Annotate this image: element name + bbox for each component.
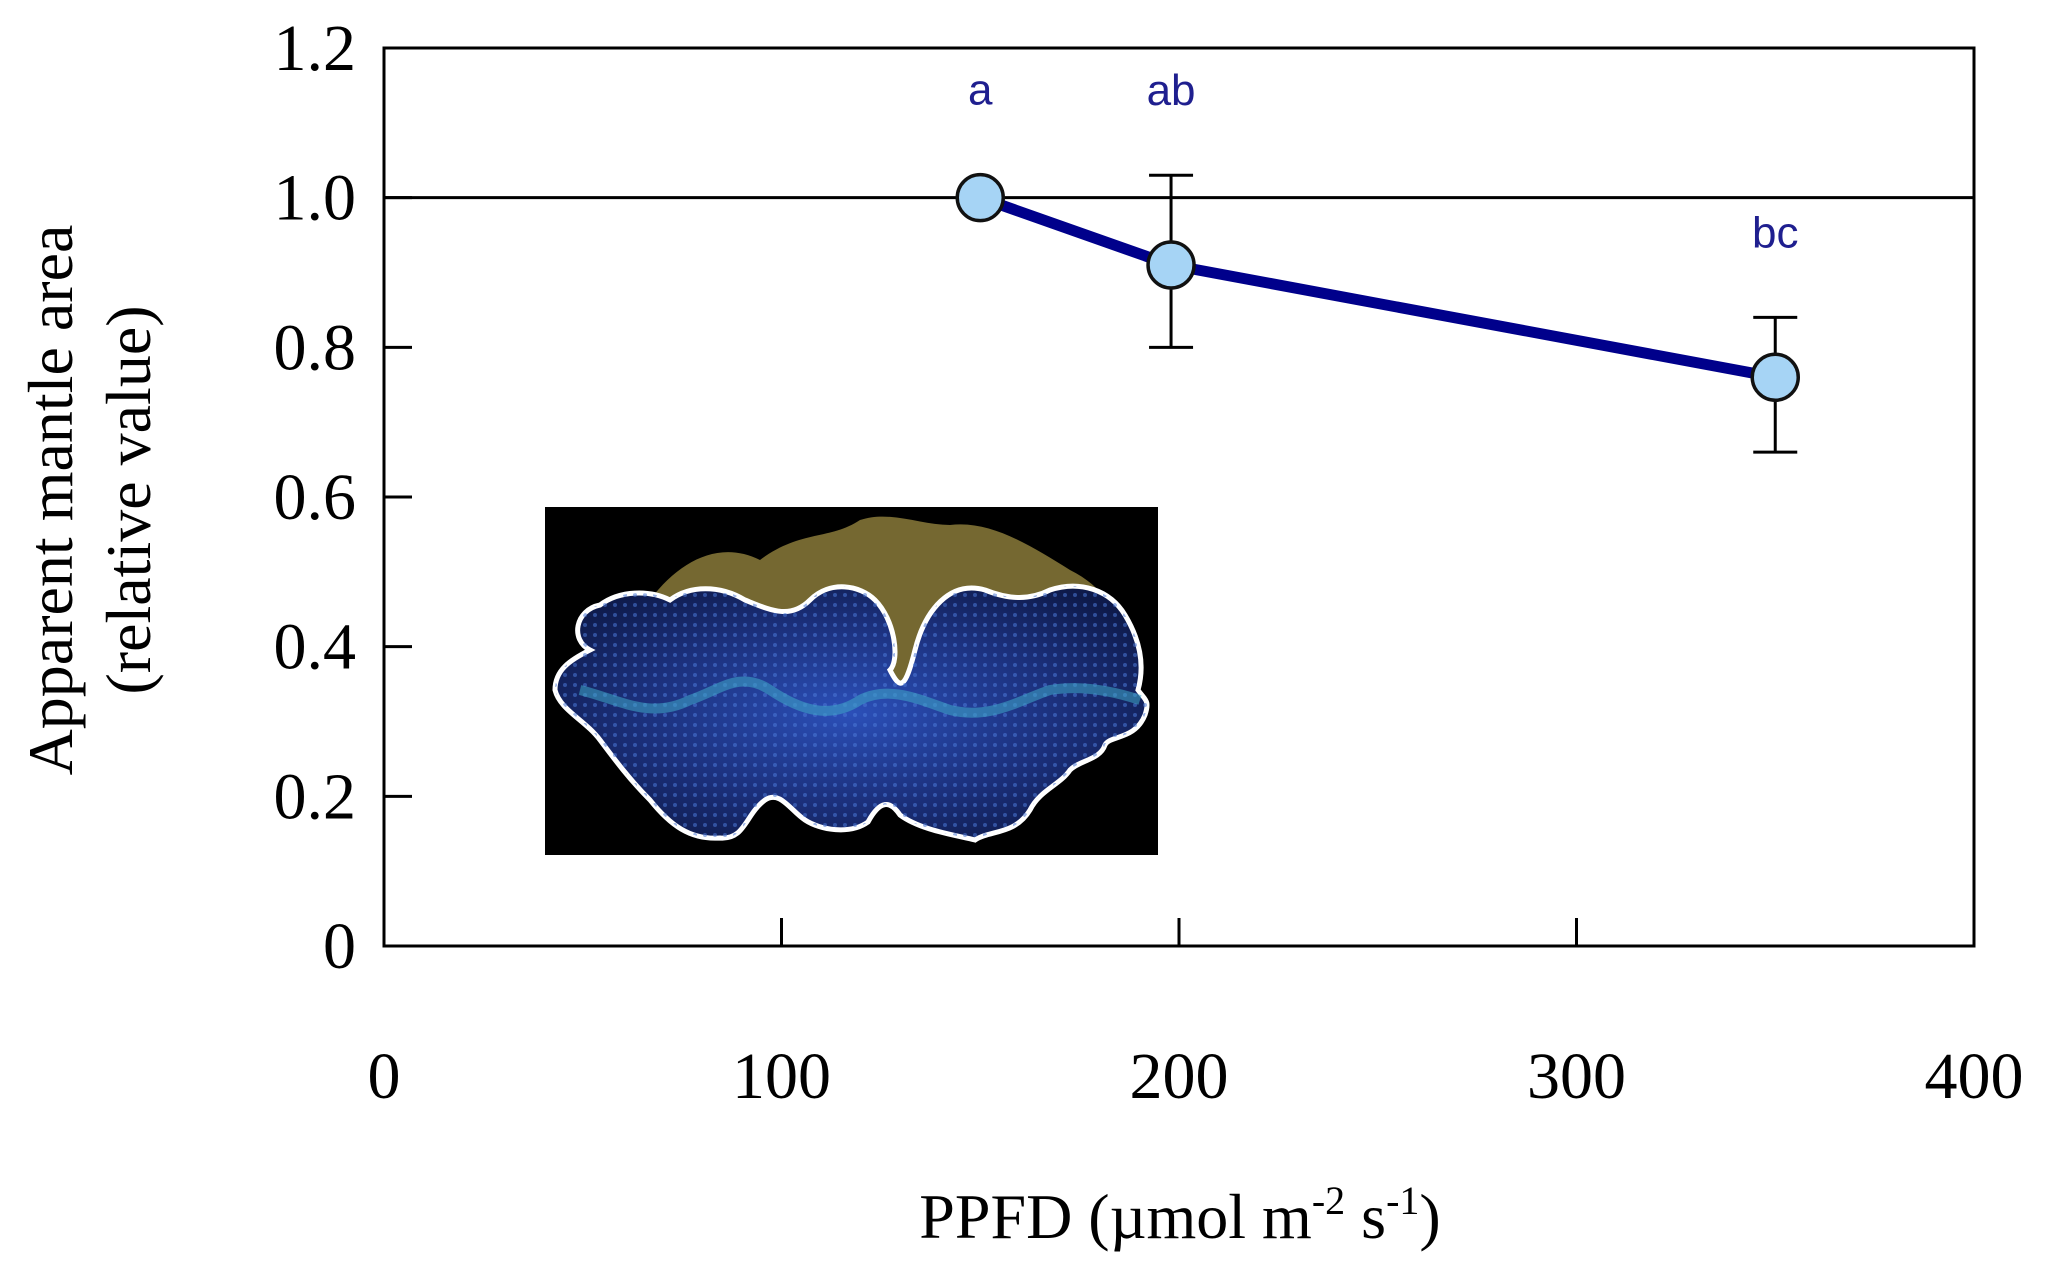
data-point	[1750, 352, 1800, 403]
x-tick-label: 200	[1130, 1040, 1229, 1113]
y-tick-label: 0.2	[274, 760, 357, 833]
y-tick-label: 1.2	[274, 12, 357, 85]
y-tick-label: 0	[323, 910, 356, 983]
y-axis-title-line1: Apparent mantle area	[15, 225, 86, 776]
x-tick-label: 100	[732, 1040, 831, 1113]
series-line	[978, 192, 1777, 383]
x-tick-label: 400	[1925, 1040, 2024, 1113]
x-tick-label: 300	[1527, 1040, 1626, 1113]
mantle-fold-line	[578, 676, 1142, 718]
data-point	[1146, 240, 1196, 290]
significance-label: ab	[1147, 66, 1196, 115]
y-axis-title-line2: (relative value)	[93, 305, 164, 694]
significance-label: bc	[1752, 208, 1798, 257]
inset-photo	[545, 507, 1158, 855]
y-tick-label: 0.6	[274, 461, 357, 534]
x-tick-label: 0	[368, 1040, 401, 1113]
y-tick-label: 0.4	[274, 611, 357, 684]
y-tick-label: 1.0	[274, 162, 357, 235]
y-tick-label: 0.8	[274, 311, 357, 384]
significance-label: a	[968, 66, 993, 115]
x-axis-title: PPFD (µmol m-2 s-1)	[919, 1178, 1440, 1252]
y-axis-title: Apparent mantle area (relative value)	[15, 225, 164, 776]
data-point	[955, 172, 1005, 223]
